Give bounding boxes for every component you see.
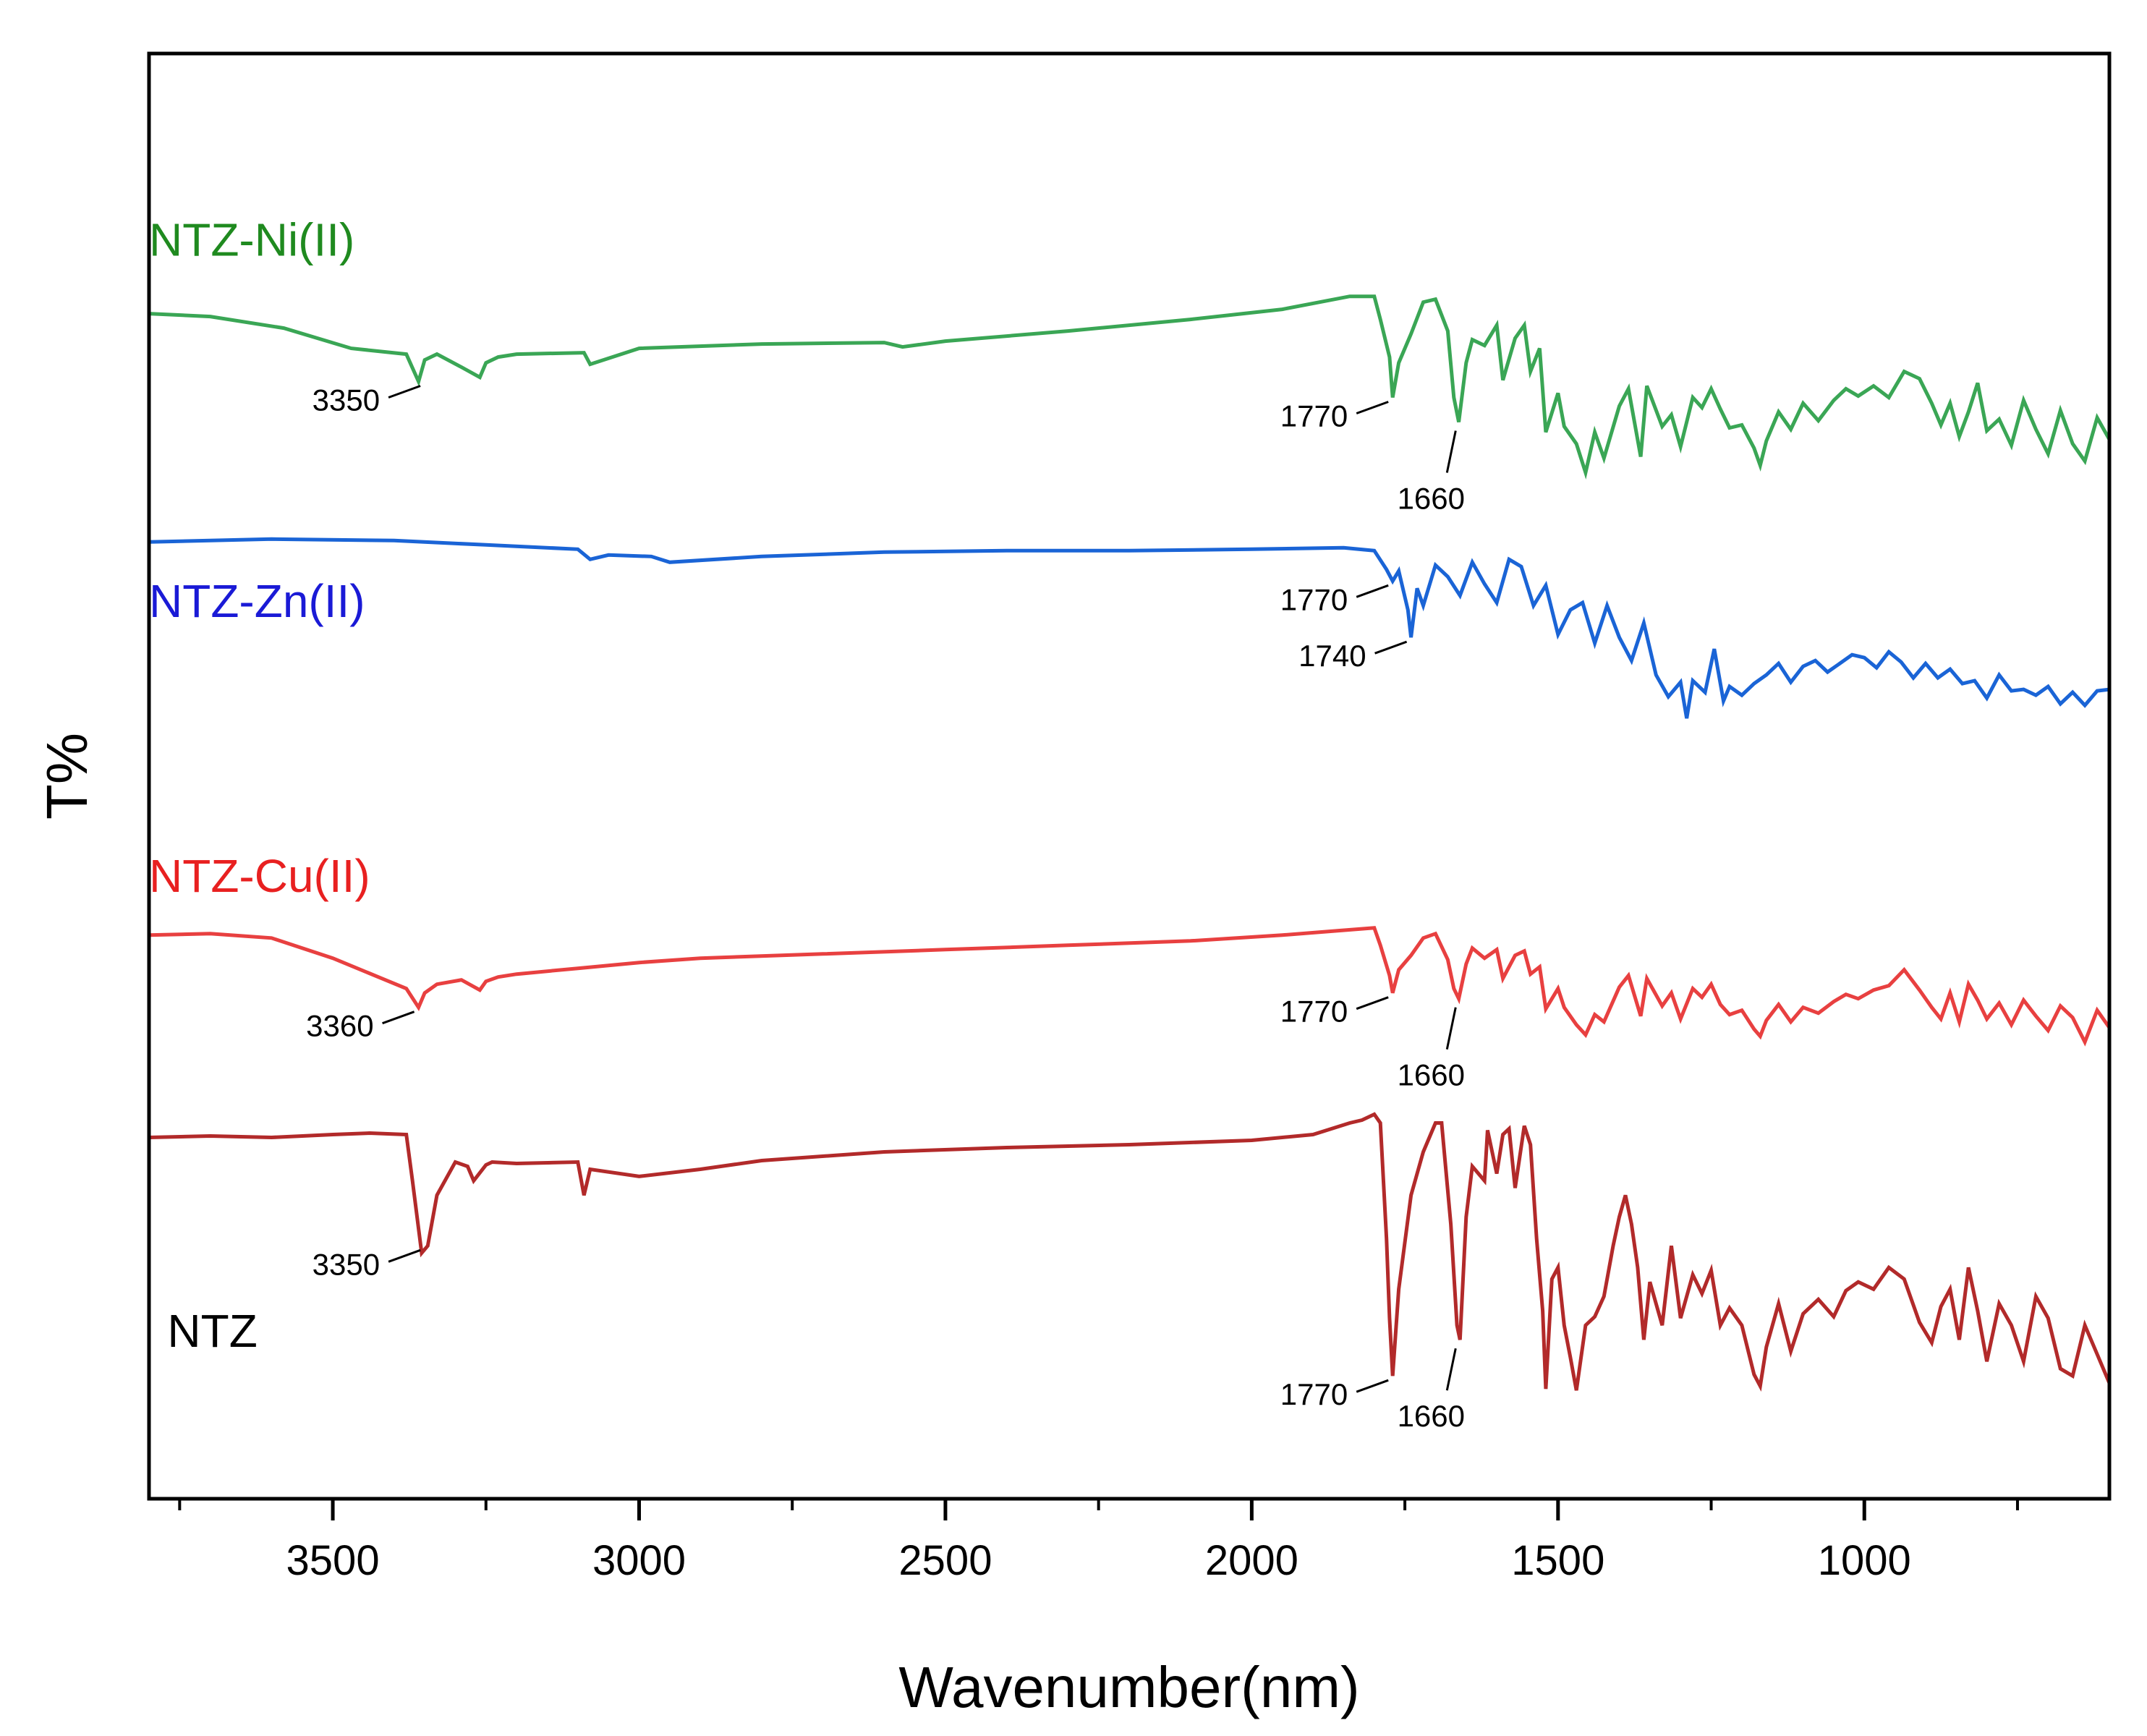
series-line-ntz-zn-ii (148, 537, 2110, 719)
peak-annotation-1770: 1770 (1280, 582, 1348, 616)
peak-annotation-1770: 1770 (1280, 1377, 1348, 1411)
annotation-leader (1356, 401, 1389, 414)
series-label-layer: NTZ-Ni(II) NTZ-Zn(II) NTZ-Cu(II) NTZ (149, 214, 370, 1357)
annotation-leader (1445, 1007, 1457, 1050)
peak-annotation-1660: 1660 (1398, 1058, 1465, 1092)
series-label-ntz-ni-ii: NTZ-Ni(II) (149, 214, 354, 266)
peak-annotation-3350: 3350 (313, 1247, 380, 1281)
x-axis-title: Wavenumber(nm) (898, 1655, 1359, 1719)
annotation-leader (1356, 996, 1389, 1010)
peak-annotation-1660: 1660 (1398, 482, 1465, 516)
series-line-ntz-cu-ii (148, 926, 2112, 1047)
x-tick-label: 1000 (1818, 1537, 1911, 1584)
annotation-leader (1445, 430, 1457, 473)
annotation-leader (1356, 584, 1389, 598)
series-label-ntz-zn-ii: NTZ-Zn(II) (149, 575, 365, 627)
peak-annotation-1660: 1660 (1398, 1399, 1465, 1433)
series-layer (148, 294, 2112, 1392)
annotation-leader (1445, 1348, 1457, 1391)
x-axis-ticks: 3500 3000 2500 2000 1500 1000 (178, 1499, 2019, 1584)
annotation-leader (1356, 1379, 1389, 1393)
peak-annotation-3360: 3360 (306, 1009, 373, 1043)
series-line-ntz (148, 1112, 2112, 1392)
peak-annotation-1740: 1740 (1298, 639, 1366, 673)
x-tick-label: 3500 (286, 1537, 380, 1584)
plot-frame (147, 51, 2112, 1501)
annotation-leader (388, 1248, 421, 1263)
x-tick-label: 2000 (1205, 1537, 1298, 1584)
peak-annotation-1770: 1770 (1280, 995, 1348, 1029)
x-tick-label: 2500 (898, 1537, 992, 1584)
y-axis-title: T% (35, 733, 99, 820)
series-line-ntz-ni-ii (148, 294, 2112, 480)
peak-annotation-3350: 3350 (313, 383, 380, 417)
x-tick-label: 1500 (1511, 1537, 1604, 1584)
series-label-ntz-cu-ii: NTZ-Cu(II) (149, 850, 370, 902)
x-tick-label: 3000 (592, 1537, 686, 1584)
annotation-leader (388, 385, 421, 399)
series-label-ntz: NTZ (167, 1305, 257, 1357)
peak-annotation-1770: 1770 (1280, 399, 1348, 433)
annotation-layer: 3350 1770 1660 1770 1740 3360 1770 1660 3350 1770… (306, 383, 1465, 1434)
annotation-leader (1374, 640, 1408, 655)
annotation-leader (382, 1010, 415, 1025)
